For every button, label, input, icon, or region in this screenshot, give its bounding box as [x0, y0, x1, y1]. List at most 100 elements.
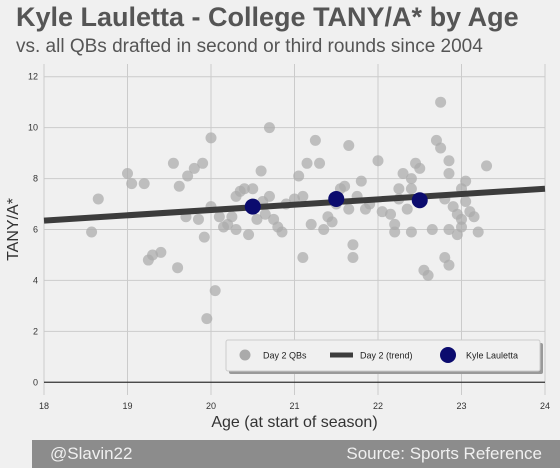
y-tick-label: 6 — [33, 225, 38, 235]
data-point — [259, 208, 271, 220]
data-point — [435, 96, 447, 108]
data-point — [397, 167, 409, 179]
day2-points — [86, 96, 493, 325]
data-point — [213, 211, 225, 223]
data-point — [347, 239, 359, 251]
data-point — [414, 162, 426, 174]
data-point — [326, 216, 338, 228]
data-point — [435, 142, 447, 154]
data-point — [456, 221, 467, 233]
lauletta-points — [244, 190, 428, 215]
data-point — [167, 157, 179, 169]
data-point — [405, 183, 417, 195]
data-point — [309, 134, 321, 146]
legend: Day 2 QBs Day 2 (trend) Kyle Lauletta — [225, 339, 543, 374]
data-point — [192, 213, 204, 225]
data-point — [247, 183, 259, 195]
data-point — [393, 183, 405, 195]
data-point — [456, 213, 467, 225]
y-tick-label: 8 — [33, 174, 38, 184]
data-point — [293, 170, 305, 182]
data-point — [405, 173, 417, 185]
lauletta-point — [411, 192, 428, 209]
data-point — [238, 183, 250, 195]
x-tick-label: 24 — [540, 401, 550, 411]
data-point — [472, 226, 484, 238]
y-tick-label: 4 — [33, 275, 38, 285]
x-tick-label: 20 — [206, 401, 216, 411]
lauletta-point — [328, 190, 345, 207]
data-point — [305, 218, 317, 230]
data-point — [443, 259, 455, 271]
footer-source: Source: Sports Reference — [346, 444, 542, 463]
data-point — [182, 170, 194, 182]
data-point — [209, 285, 221, 297]
data-point — [255, 165, 267, 177]
data-point — [347, 252, 359, 264]
footer-handle: @Slavin22 — [50, 444, 133, 463]
data-point — [86, 226, 98, 238]
x-tick-label: 18 — [39, 401, 49, 411]
y-tick-label: 12 — [28, 72, 38, 82]
data-point — [301, 157, 313, 169]
data-point — [443, 155, 455, 167]
data-point — [481, 160, 493, 172]
data-point — [343, 203, 355, 215]
data-point — [198, 231, 210, 243]
data-point — [138, 178, 150, 190]
legend-label-day2: Day 2 QBs — [263, 351, 307, 361]
footer-bar: @Slavin22 Source: Sports Reference — [32, 440, 560, 468]
y-tick-label: 2 — [33, 326, 38, 336]
lauletta-point — [244, 198, 261, 215]
data-point — [205, 132, 217, 144]
data-point — [426, 224, 438, 235]
data-point — [173, 180, 185, 192]
data-point — [297, 190, 309, 202]
chart-title: Kyle Lauletta - College TANY/A* by Age — [16, 2, 519, 32]
data-point — [422, 269, 434, 281]
data-point — [263, 122, 275, 134]
data-point — [372, 155, 384, 167]
data-point — [243, 229, 255, 241]
data-point — [376, 206, 388, 218]
data-point — [147, 249, 159, 261]
x-tick-label: 21 — [289, 401, 299, 411]
y-axis-label: TANY/A* — [5, 198, 22, 261]
trend-line — [43, 185, 546, 224]
y-tick-label: 0 — [33, 377, 38, 387]
data-point — [355, 175, 367, 187]
data-point — [468, 211, 480, 223]
data-point — [122, 167, 133, 179]
data-point — [318, 224, 330, 235]
data-point — [385, 208, 397, 220]
data-point — [314, 157, 326, 169]
data-point — [297, 252, 309, 264]
data-point — [197, 157, 209, 169]
data-point — [230, 224, 242, 235]
x-tick-label: 22 — [373, 401, 383, 411]
data-point — [92, 193, 104, 205]
x-tick-label: 23 — [456, 401, 466, 411]
x-axis-label: Age (at start of season) — [211, 414, 377, 431]
data-point — [201, 313, 213, 325]
legend-marker-day2 — [239, 349, 251, 361]
x-tick-label: 19 — [122, 401, 132, 411]
data-point — [389, 226, 401, 238]
data-point — [343, 139, 355, 151]
data-point — [126, 178, 138, 190]
data-point — [251, 213, 263, 225]
chart-subtitle: vs. all QBs drafted in second or third r… — [16, 36, 483, 57]
data-point — [155, 246, 167, 258]
data-point — [188, 162, 200, 174]
legend-label-lauletta: Kyle Lauletta — [466, 351, 518, 361]
data-point — [226, 211, 238, 223]
legend-marker-lauletta — [440, 347, 456, 363]
data-point — [405, 226, 417, 238]
data-point — [401, 203, 413, 215]
data-point — [460, 195, 472, 207]
y-tick-label: 10 — [28, 123, 38, 133]
legend-label-trend: Day 2 (trend) — [360, 351, 413, 361]
data-point — [460, 175, 472, 187]
data-point — [389, 218, 401, 230]
